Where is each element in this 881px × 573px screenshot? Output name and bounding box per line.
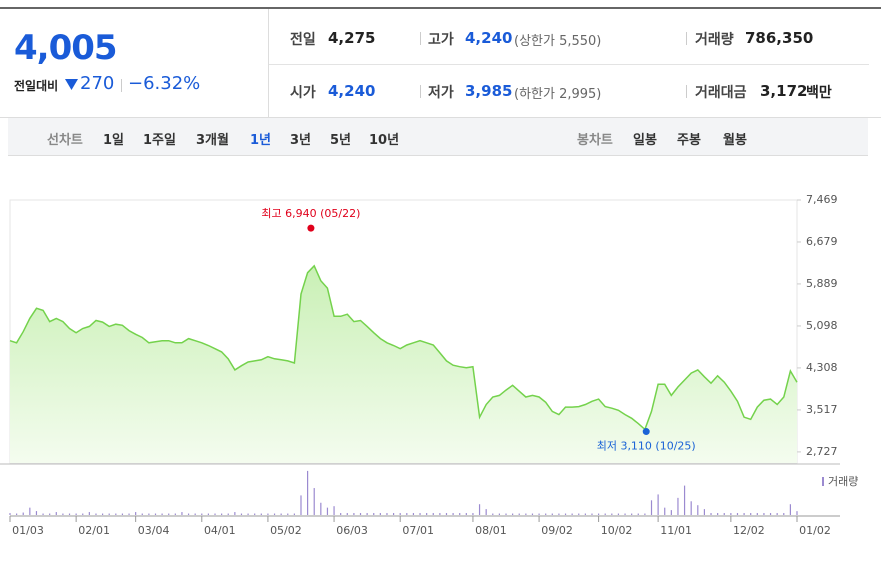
x-tick-label: 04/01 [204,524,236,537]
summary-value: 3,985 [465,82,513,100]
tab[interactable]: 3개월 [196,133,229,148]
tab[interactable]: 10년 [369,133,400,148]
x-tick-label: 09/02 [541,524,573,537]
annotation-point [307,224,315,232]
legend-label: 거래량 [828,475,858,488]
summary-label: 고가 [428,32,454,48]
x-tick-label: 07/01 [402,524,434,537]
change: 270 [80,73,115,94]
tab[interactable]: 1일 [103,133,125,148]
summary-label: 거래대금 [695,85,747,101]
area [10,265,797,463]
y-tick-label: 2,727 [806,445,838,458]
top-border [0,7,881,9]
summary-label: 전일 [290,32,316,48]
summary-value: 786,350 [745,29,814,47]
divider [0,117,881,118]
annotation-label: 최고 6,940 (05/22) [261,207,360,220]
divider [268,9,269,117]
legend-swatch [822,477,824,486]
x-tick-label: 01/02 [799,524,831,537]
x-tick-label: 12/02 [733,524,765,537]
y-tick-label: 7,469 [806,193,838,206]
summary-value: 3,172 [760,82,808,100]
x-tick-label: 08/01 [475,524,507,537]
x-tick-label: 01/03 [12,524,44,537]
chart: 거래량 7,469 6,679 5,889 5,098 4,308 3,517 2,727 0… [0,193,858,537]
change-label: 전일대비 [14,79,59,93]
summary-label: 거래량 [695,32,734,48]
x-tick-label: 05/02 [270,524,302,537]
y-tick-label: 5,889 [806,277,838,290]
summary-value: 4,240 [465,29,513,47]
x-tick-label: 06/03 [336,524,368,537]
summary-value: 4,240 [328,82,376,100]
tab[interactable]: 1년 [250,133,272,148]
price-line [9,264,798,431]
tab[interactable]: 일봉 [633,133,657,148]
y-tick-label: 3,517 [806,403,838,416]
summary-label: 저가 [428,85,454,101]
tab-group-label: 봉차트 [577,133,613,148]
tab[interactable]: 월봉 [723,133,747,148]
y-tick-label: 5,098 [806,319,838,332]
y-tick-label: 6,679 [806,235,838,248]
tab[interactable]: 3년 [290,133,312,148]
summary-value: 4,275 [328,29,376,47]
summary-label: 시가 [290,85,316,101]
y-tick-label: 4,308 [806,361,838,374]
summary-note: (하한가 2,995) [514,87,602,102]
x-tick-label: 10/02 [601,524,633,537]
tab[interactable]: 주봉 [677,133,701,148]
annotation-point [642,428,650,436]
tab[interactable]: 5년 [330,133,352,148]
tab-group-label: 선차트 [47,133,83,148]
x-tick-label: 11/01 [660,524,692,537]
x-tick-label: 03/04 [138,524,170,537]
down-icon [65,79,78,90]
annotation-label: 최저 3,110 (10/25) [597,440,696,453]
summary-unit: 백만 [806,85,832,101]
price: 4,005 [14,28,118,68]
tab-bar [8,118,868,156]
summary-note: (상한가 5,550) [514,34,602,49]
x-tick-label: 02/01 [78,524,110,537]
tab[interactable]: 1주일 [143,133,176,148]
change-rate: −6.32% [128,73,201,94]
divider [269,64,869,65]
